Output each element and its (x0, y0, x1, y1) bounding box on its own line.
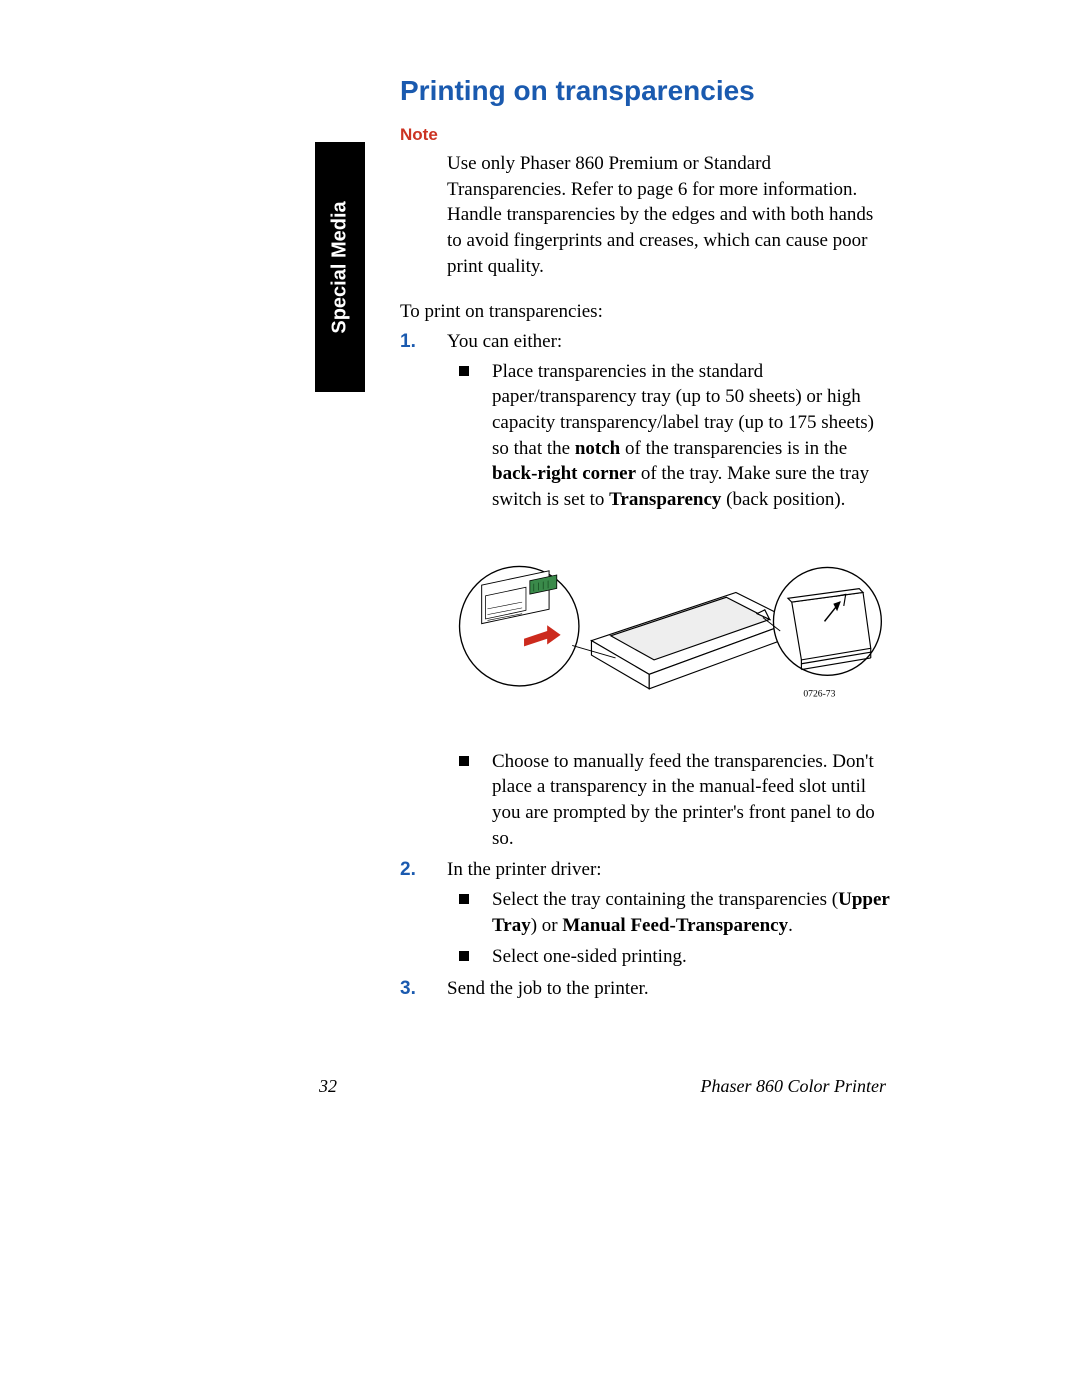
doc-title: Phaser 860 Color Printer (700, 1076, 886, 1097)
section-tab: Special Media (315, 142, 365, 392)
bullet-item: Choose to manually feed the transparenci… (447, 749, 890, 852)
step-text: Send the job to the printer. (447, 978, 649, 999)
manual-page: Special Media Printing on transparencies… (0, 0, 1080, 1397)
step-2: 2. In the printer driver: Select the tra… (400, 857, 890, 970)
page-number: 32 (319, 1076, 337, 1097)
tray-diagram-svg: 0726-73 (447, 531, 890, 731)
step-number: 3. (400, 976, 416, 1002)
page-footer: 32 Phaser 860 Color Printer (315, 1076, 890, 1097)
step-1-bullets-after: Choose to manually feed the transparenci… (447, 749, 890, 852)
step-text: You can either: (447, 331, 562, 352)
bullet-item: Select one-sided printing. (447, 944, 890, 970)
step-1-bullets: Place transparencies in the standard pap… (447, 359, 890, 513)
page-heading: Printing on transparencies (400, 75, 890, 107)
step-3: 3. Send the job to the printer. (400, 976, 890, 1002)
step-number: 2. (400, 857, 416, 883)
note-body: Use only Phaser 860 Premium or Standard … (447, 151, 890, 279)
step-text: In the printer driver: (447, 859, 602, 880)
bullet-item: Select the tray containing the transpare… (447, 887, 890, 938)
note-label: Note (400, 125, 890, 145)
steps-list: 1. You can either: Place transparencies … (400, 329, 890, 1001)
step-1: 1. You can either: Place transparencies … (400, 329, 890, 851)
step-number: 1. (400, 329, 416, 355)
tray-illustration: 0726-73 (447, 531, 890, 731)
figure-code: 0726-73 (803, 688, 835, 699)
section-tab-label: Special Media (329, 201, 352, 333)
step-2-bullets: Select the tray containing the transpare… (447, 887, 890, 970)
bullet-item: Place transparencies in the standard pap… (447, 359, 890, 513)
intro-text: To print on transparencies: (400, 301, 890, 323)
